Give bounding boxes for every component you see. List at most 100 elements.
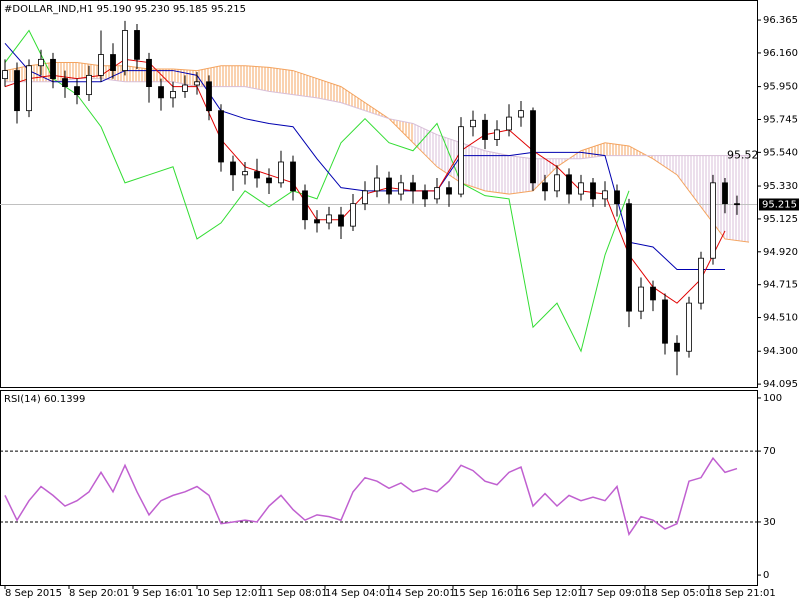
candle-body [326,214,332,224]
candle-body [62,78,68,88]
candle-body [554,174,560,192]
y-tick-label: 95.330 [763,181,798,192]
x-tick-label: 15 Sep 16:01 [453,588,520,599]
candle-body [650,286,656,301]
cloud [509,155,533,195]
candle-body [470,119,476,128]
candle-body [506,116,512,131]
candle-body [482,119,488,140]
candle-body [374,177,380,192]
y-tick-label: 94.715 [763,280,798,291]
x-tick-label: 9 Sep 16:01 [133,588,193,599]
cloud [317,78,341,103]
candle-body [338,214,344,227]
candle-body [626,203,632,312]
candle-body [26,65,32,112]
cloud [221,65,245,87]
y-tick-label: 95.540 [763,147,798,158]
x-tick-label: 18 Sep 05:01 [645,588,712,599]
rsi-frame [0,390,758,586]
candle-body [722,182,728,205]
candle-body [362,190,368,205]
candle-body [542,182,548,192]
candle-body [422,190,428,200]
y-tick-label: 94.300 [763,346,798,357]
candle-body [386,177,392,195]
cloud-label: 95.52 [727,149,759,162]
candle-body [662,299,668,344]
candle-body [158,86,164,99]
x-tick-label: 10 Sep 12:01 [197,588,264,599]
y-tick-label: 100 [763,393,782,404]
candle-body [302,190,308,221]
cloud [269,67,293,95]
candle-body [38,58,44,67]
candle-body [74,86,80,96]
y-tick-label: 30 [763,517,776,528]
candle-body [230,161,236,176]
cloud [125,65,149,82]
candle-body [698,257,704,304]
cloud [293,70,317,98]
cloud [413,123,437,167]
y-tick-label: 94.095 [763,379,798,390]
candle-body [458,126,464,195]
candle-body [434,187,440,200]
candle-body [206,81,212,112]
cloud [653,155,677,175]
candle-body [734,203,740,206]
candle-body [638,286,644,312]
candle-body [86,74,92,96]
candle-body [446,187,452,195]
y-tick-label: 95.950 [763,82,798,93]
candle-body [194,81,200,86]
cloud [677,155,701,207]
last-price-label: 95.215 [762,199,797,210]
candle-body [146,58,152,88]
rsi-title: RSI(14) 60.1399 [4,394,85,405]
y-tick-label: 94.510 [763,313,798,324]
candle-body [14,70,20,112]
x-tick-label: 8 Sep 2015 [5,588,62,599]
candle-body [530,110,536,184]
x-tick-label: 11 Sep 08:01 [261,588,328,599]
candle-body [710,182,716,259]
senkou-span-a [4,62,750,243]
candle-body [686,302,692,352]
candle-body [266,177,272,184]
candle-body [578,182,584,195]
cloud [461,142,485,191]
candle-body [602,190,608,200]
candle-body [134,30,140,60]
rsi-line [4,456,738,537]
candle-body [566,174,572,195]
candle-body [314,219,320,224]
candle-body [614,190,620,205]
x-tick-label: 17 Sep 09:01 [581,588,648,599]
x-tick-label: 16 Sep 12:01 [517,588,584,599]
last-price-box [759,198,799,211]
x-tick-label: 18 Sep 21:01 [709,588,776,599]
candle-body [410,182,416,192]
candle-body [242,171,248,176]
cloud [245,65,269,92]
candle-body [50,58,56,79]
candle-body [518,110,524,118]
candle-body [122,30,128,71]
y-tick-label: 95.745 [763,114,798,125]
candle-body [590,182,596,200]
candle-body [182,84,188,92]
cloud [149,68,173,82]
candle-body [218,110,224,163]
candle-body [98,54,104,76]
candle-body [110,54,116,71]
candle-body [398,182,404,195]
y-tick-label: 95.125 [763,214,798,225]
y-tick-label: 0 [763,570,769,581]
chart-title: #DOLLAR_IND,H1 95.190 95.230 95.185 95.2… [4,4,246,15]
x-tick-label: 14 Sep 20:01 [389,588,456,599]
cloud [341,86,365,111]
y-tick-label: 94.920 [763,247,798,258]
chikou-span [4,29,630,353]
